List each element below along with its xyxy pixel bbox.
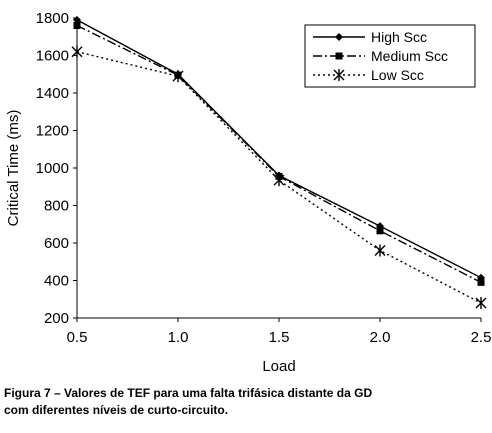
series-3: [71, 45, 487, 309]
y-axis-title: Critical Time (ms): [5, 110, 22, 227]
y-tick-label: 800: [44, 198, 69, 215]
data-point: [73, 22, 81, 29]
legend-marker: [335, 33, 343, 41]
y-tick-label: 1200: [36, 123, 69, 140]
y-tick-label: 1800: [36, 10, 69, 27]
data-point: [71, 45, 83, 58]
legend-entry: Medium Scc: [313, 48, 448, 64]
y-tick-label: 200: [44, 310, 69, 327]
series-layer: [71, 15, 487, 309]
x-axis-ticks: 0.5 1.0 1.5 2.0 2.5: [67, 318, 492, 346]
y-tick-label: 1600: [36, 48, 69, 65]
legend-label: Low Scc: [371, 67, 424, 83]
x-tick-label: 2.0: [370, 329, 391, 346]
data-point: [477, 278, 485, 286]
legend: High Scc Medium Scc Low Scc: [304, 24, 476, 88]
legend-marker: [333, 69, 345, 81]
data-point: [273, 174, 285, 187]
data-point: [172, 70, 184, 83]
legend-entry: High Scc: [313, 29, 427, 45]
x-tick-label: 0.5: [67, 329, 88, 346]
y-tick-label: 600: [44, 235, 69, 252]
x-tick-label: 2.5: [471, 329, 492, 346]
legend-label: Medium Scc: [371, 48, 448, 64]
data-point: [73, 15, 81, 24]
y-tick-label: 1000: [36, 160, 69, 177]
caption-line-2: com diferentes níveis de curto-circuito.: [4, 403, 229, 417]
y-tick-label: 1400: [36, 85, 69, 102]
data-point: [475, 297, 487, 309]
x-axis-title: Load: [262, 358, 295, 375]
x-tick-label: 1.5: [269, 329, 290, 346]
data-point: [374, 244, 386, 257]
legend-marker: [335, 52, 343, 60]
line-chart: 200 400 600 800 1000 1200 1400 1600 1800 0.5 1.0 1…: [5, 10, 492, 375]
legend-entry: Low Scc: [313, 67, 424, 83]
figure-caption: Figura 7 – Valores de TEF para uma falta…: [4, 385, 488, 419]
y-tick-label: 400: [44, 273, 69, 290]
y-axis-ticks: 200 400 600 800 1000 1200 1400 1600 1800: [36, 10, 77, 327]
caption-line-1: Figura 7 – Valores de TEF para uma falta…: [4, 386, 373, 400]
legend-label: High Scc: [371, 29, 427, 45]
data-point: [376, 227, 384, 235]
x-tick-label: 1.0: [168, 329, 189, 346]
